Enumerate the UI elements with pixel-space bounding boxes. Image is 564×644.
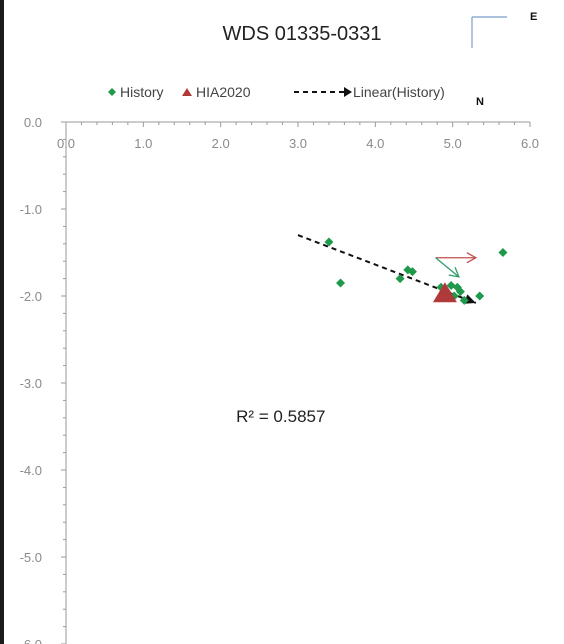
- compass-east-label: E: [530, 11, 537, 23]
- history-point: [336, 278, 345, 287]
- y-tick-label: 0.0: [24, 115, 42, 130]
- legend-hia2020-marker: [182, 88, 192, 96]
- x-tick-label: 0.0: [57, 136, 75, 151]
- history-point: [475, 292, 484, 301]
- y-tick-label: -5.0: [20, 550, 42, 565]
- legend-history-marker: [108, 88, 116, 96]
- data-points: [324, 238, 507, 305]
- y-tick-label: -1.0: [20, 202, 42, 217]
- y-tick-label: -3.0: [20, 376, 42, 391]
- x-axis-ticks: 0.0 1.0 2.0 3.0 4.0 5.0 6.0: [57, 122, 539, 151]
- compass: E N: [472, 11, 537, 108]
- x-tick-label: 2.0: [212, 136, 230, 151]
- legend-trend-label: Linear(History): [353, 84, 445, 100]
- chart-title: WDS 01335-0331: [223, 23, 382, 45]
- y-tick-label: -6.0: [20, 637, 42, 644]
- r-squared-annotation: R² = 0.5857: [236, 407, 325, 426]
- history-point: [498, 248, 507, 257]
- y-tick-label: -2.0: [20, 289, 42, 304]
- compass-north-label: N: [476, 96, 484, 108]
- y-tick-label: -4.0: [20, 463, 42, 478]
- x-tick-label: 1.0: [134, 136, 152, 151]
- x-tick-label: 5.0: [444, 136, 462, 151]
- motion-arrows: [436, 253, 476, 277]
- legend-trend-arrowhead: [344, 87, 352, 97]
- x-tick-label: 3.0: [289, 136, 307, 151]
- legend-hia2020-label: HIA2020: [196, 84, 251, 100]
- y-axis-ticks: 0.0 -1.0 -2.0 -3.0 -4.0 -5.0 -6.0: [20, 115, 66, 644]
- left-edge-bar: [0, 0, 4, 644]
- legend-history-label: History: [120, 84, 164, 100]
- x-tick-label: 6.0: [521, 136, 539, 151]
- x-tick-label: 4.0: [366, 136, 384, 151]
- legend: History HIA2020 Linear(History): [108, 84, 445, 100]
